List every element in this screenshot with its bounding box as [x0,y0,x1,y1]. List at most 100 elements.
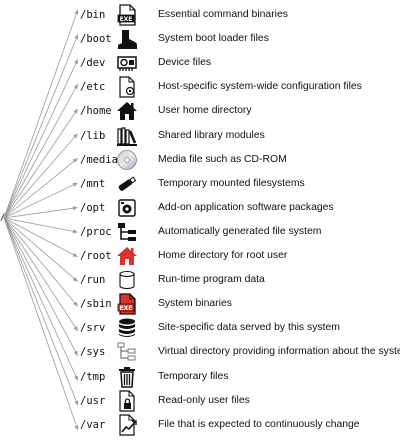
directory-description: Run-time program data [158,274,265,286]
boot-icon [116,28,138,50]
directory-description: Home directory for root user [158,250,288,261]
directory-row-tmp: /tmp Temporary files [0,365,400,389]
directory-path: /sys [80,346,106,359]
directory-row-lib: /lib Shared library modules [0,124,400,148]
arrowhead-usr [74,400,79,406]
cd-rom-icon [116,149,138,171]
edge-mnt [3,183,77,219]
svg-text:EXE: EXE [120,16,133,23]
directory-row-etc: /etc Host-specific system-wide configura… [0,75,400,99]
arrowhead-bin [74,9,79,15]
locked-file-icon [116,389,138,412]
directory-path: /etc [80,81,106,94]
edge-bin [3,14,77,219]
directory-path: /run [80,274,106,287]
directory-description: Read-only user files [158,394,250,406]
red-home-icon [116,245,138,267]
directory-description: Device files [158,57,212,69]
directory-row-mnt: /mnt Temporary mounted filesystems [0,172,400,196]
directory-path: /bin [80,9,106,21]
directory-path: /mnt [80,177,106,190]
trash-icon [116,366,138,388]
edge-lib [3,135,77,219]
directory-row-var: /var File that is expected to continuous… [0,413,400,437]
directory-row-home: /home User home directory [0,99,400,123]
arrowhead-media [72,157,78,163]
directory-description: Temporary files [158,370,229,382]
directory-row-bin: /bin EXE Essential command binaries [0,3,400,27]
directory-description: Essential command binaries [158,9,288,20]
edge-root [3,217,77,257]
edge-boot [3,38,77,219]
arrowhead-proc [72,229,78,234]
directory-path: /tmp [80,370,106,383]
edge-media [3,159,77,219]
edge-sys [3,217,77,353]
arrowhead-lib [73,133,78,139]
edge-opt [3,207,77,219]
edge-run [3,217,77,281]
directory-row-sbin: /sbin EXE System binaries [0,292,400,316]
directory-description: System binaries [158,298,232,310]
directory-description: Virtual directory providing information … [158,346,400,358]
directory-path: /lib [80,129,106,142]
arrowhead-srv [73,326,78,332]
arrowhead-tmp [74,375,78,381]
arrowhead-boot [74,34,78,40]
edge-tmp [3,217,77,377]
arrowhead-var [74,425,79,431]
directory-path: /root [80,250,112,262]
directory-path: /home [80,105,112,118]
directory-row-opt: /opt Add-on application software package… [0,196,400,220]
root-label: / [0,213,6,223]
directory-description: Site-specific data served by this system [158,322,340,334]
edge-var [3,217,77,425]
directory-row-proc: /proc Automatically generated file syste… [0,220,400,244]
directory-description: Temporary mounted filesystems [158,177,305,189]
directory-row-media: /media Media file such as CD-ROM [0,148,400,172]
arrowhead-sys [73,350,78,357]
directory-description: System boot loader files [158,33,269,45]
directory-row-boot: /boot System boot loader files [0,27,400,51]
directory-description: Media file such as CD-ROM [158,153,287,165]
edge-home [3,111,77,219]
directory-row-usr: /usr Read-only user files [0,389,400,413]
directory-path: /var [80,418,106,431]
chart-file-icon [116,414,138,436]
file-tree-icon [116,221,138,243]
directory-description: Add-on application software packages [158,201,334,213]
directory-path: /srv [80,322,106,335]
arrowhead-home [73,108,78,114]
directory-row-run: /run Run-time program data [0,268,400,292]
arrowhead-mnt [72,182,78,187]
directory-row-root: /root Home directory for root user [0,244,400,268]
directory-path: /dev [80,57,106,70]
directory-row-srv: /srv Site-specific data served by this s… [0,316,400,340]
directory-path: /proc [80,225,112,238]
arrowhead-run [72,277,78,282]
edge-sbin [3,217,77,305]
arrowhead-dev [74,58,78,65]
config-file-icon [116,76,138,98]
arrowhead-root [72,252,78,258]
edge-dev [3,63,77,219]
arrowhead-sbin [73,301,78,307]
edge-srv [3,217,77,329]
home-icon [116,100,138,122]
directory-description: Shared library modules [158,129,265,141]
directory-description: Automatically generated file system [158,225,322,237]
directory-row-dev: /dev Device files [0,51,400,75]
package-icon [116,197,138,219]
edge-proc [3,217,77,233]
library-books-icon [116,125,138,147]
directory-path: /usr [80,394,106,407]
edge-usr [3,217,77,401]
arrowhead-opt [72,206,78,211]
usb-drive-icon [116,173,138,195]
edge-etc [3,87,77,219]
exe-file-icon: EXE [116,4,138,26]
directory-description: User home directory [158,105,252,117]
directory-path: /media [80,153,118,166]
